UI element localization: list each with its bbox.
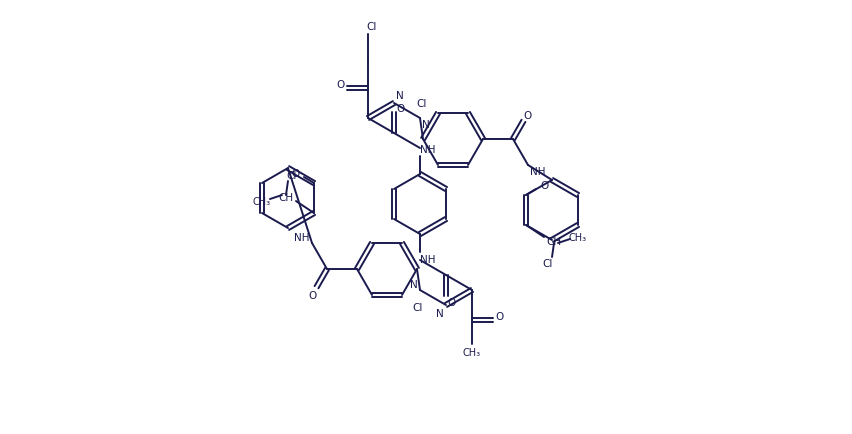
Text: CH₃: CH₃ — [253, 197, 271, 207]
Text: Cl: Cl — [367, 22, 377, 32]
Text: NH: NH — [530, 167, 546, 177]
Text: O: O — [523, 111, 532, 121]
Text: N: N — [396, 91, 404, 101]
Text: O: O — [448, 297, 456, 307]
Text: O: O — [336, 80, 344, 90]
Text: N: N — [436, 308, 444, 318]
Text: CH₃: CH₃ — [463, 347, 481, 357]
Text: NH: NH — [420, 145, 435, 155]
Text: Cl: Cl — [417, 99, 427, 109]
Text: N: N — [410, 279, 417, 289]
Text: CH₃: CH₃ — [569, 233, 587, 243]
Text: CH: CH — [546, 237, 561, 247]
Text: O: O — [540, 181, 548, 191]
Text: O: O — [292, 169, 300, 179]
Text: Cl: Cl — [287, 171, 297, 181]
Text: CH: CH — [279, 193, 294, 203]
Text: Cl: Cl — [413, 302, 423, 312]
Text: N: N — [422, 120, 430, 130]
Text: Cl: Cl — [543, 258, 553, 268]
Text: O: O — [496, 311, 504, 321]
Text: O: O — [396, 104, 404, 114]
Text: NH: NH — [294, 233, 310, 243]
Text: O: O — [308, 290, 317, 300]
Text: NH: NH — [420, 254, 435, 264]
